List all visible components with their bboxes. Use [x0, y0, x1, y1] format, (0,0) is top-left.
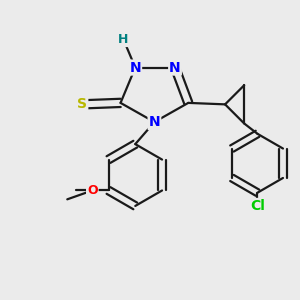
Text: S: S	[77, 98, 87, 111]
Text: N: N	[130, 61, 141, 75]
Text: N: N	[169, 61, 181, 75]
Text: N: N	[148, 115, 160, 129]
Text: H: H	[118, 33, 129, 46]
Text: O: O	[87, 184, 98, 197]
Text: Cl: Cl	[250, 199, 265, 213]
